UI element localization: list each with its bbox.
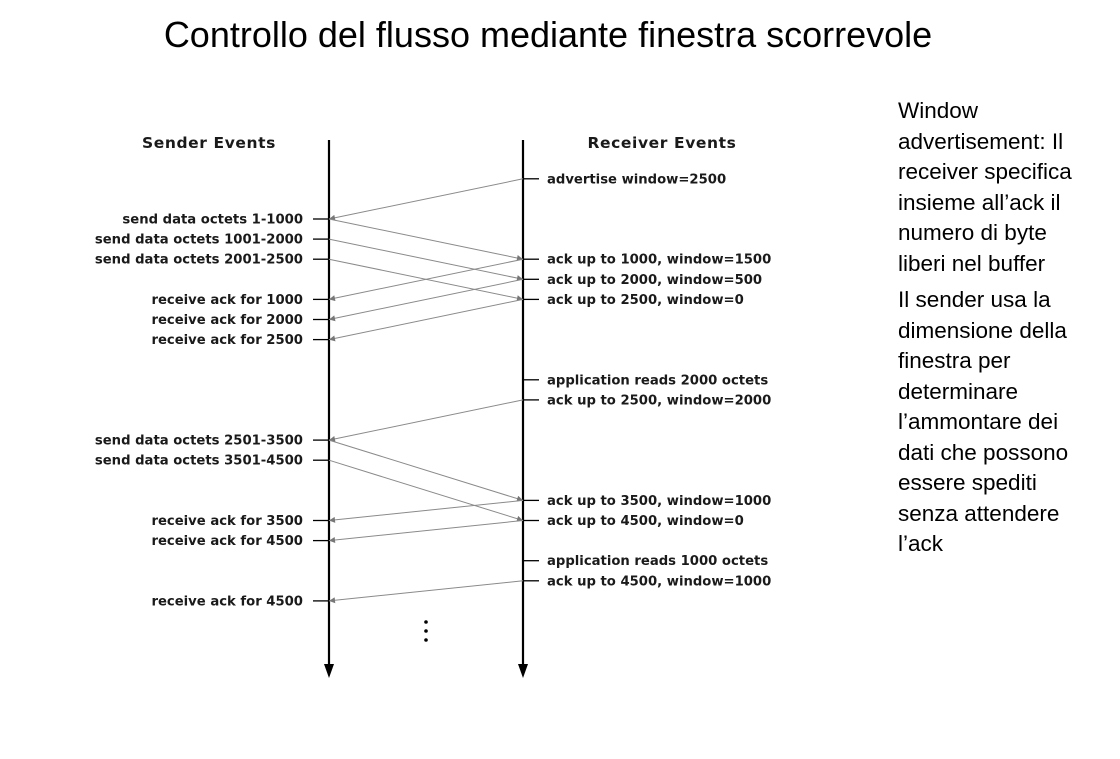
message-arrow	[328, 580, 524, 604]
receiver-event-label: ack up to 4500, window=1000	[547, 574, 771, 589]
side-explanation: Window advertisement: Il receiver specif…	[898, 96, 1098, 566]
message-arrow	[328, 520, 524, 543]
sender-timeline-arrow	[324, 664, 334, 678]
receiver-events-header: Receiver Events	[588, 134, 737, 152]
events-layer: send data octets 1-1000 send data octets …	[95, 172, 771, 609]
message-arrow	[328, 218, 524, 261]
sender-event-label: receive ack for 2500	[151, 333, 303, 348]
message-arrow	[328, 278, 524, 322]
receiver-event-label: ack up to 2000, window=500	[547, 273, 762, 288]
message-arrow	[328, 399, 524, 442]
message-arrow	[328, 499, 524, 523]
message-arrow	[328, 459, 524, 522]
message-arrow	[328, 178, 524, 221]
continuation-dot	[424, 638, 428, 642]
sender-events-header: Sender Events	[142, 134, 276, 152]
window-advertisement-note: Window advertisement: Il receiver specif…	[898, 98, 1072, 276]
sender-event-label: receive ack for 3500	[151, 514, 303, 529]
receiver-event-label: ack up to 1000, window=1500	[547, 253, 771, 268]
sender-window-note: Il sender usa la dimensione della finest…	[898, 287, 1069, 556]
sender-event-label: send data octets 1-1000	[122, 213, 303, 228]
message-arrow	[328, 439, 524, 502]
sender-event-label: receive ack for 4500	[151, 594, 303, 609]
sender-event-label: send data octets 1001-2000	[95, 233, 303, 248]
message-arrow	[328, 238, 524, 282]
sender-event-label: send data octets 2001-2500	[95, 253, 303, 268]
continuation-dot	[424, 620, 428, 624]
receiver-event-label: application reads 2000 octets	[547, 373, 768, 388]
sender-event-label: send data octets 3501-4500	[95, 454, 303, 469]
messages-layer	[328, 178, 524, 604]
slide-title: Controllo del flusso mediante finestra s…	[163, 14, 933, 55]
sender-event-label: receive ack for 1000	[151, 293, 303, 308]
receiver-event-label: ack up to 3500, window=1000	[547, 494, 771, 509]
receiver-event-label: advertise window=2500	[547, 172, 726, 187]
receiver-event-label: ack up to 2500, window=0	[547, 293, 744, 308]
message-arrow	[328, 298, 524, 342]
receiver-event-label: ack up to 2500, window=2000	[547, 393, 771, 408]
sequence-diagram: Sender Events Receiver Events send data …	[95, 134, 771, 678]
receiver-event-label: application reads 1000 octets	[547, 554, 768, 569]
receiver-timeline-arrow	[518, 664, 528, 678]
sender-event-label: receive ack for 2000	[151, 313, 303, 328]
continuation-dot	[424, 629, 428, 633]
message-arrow	[328, 258, 524, 302]
continuation-dots	[424, 620, 428, 642]
sender-event-label: send data octets 2501-3500	[95, 434, 303, 449]
receiver-event-label: ack up to 4500, window=0	[547, 514, 744, 529]
sender-event-label: receive ack for 4500	[151, 534, 303, 549]
